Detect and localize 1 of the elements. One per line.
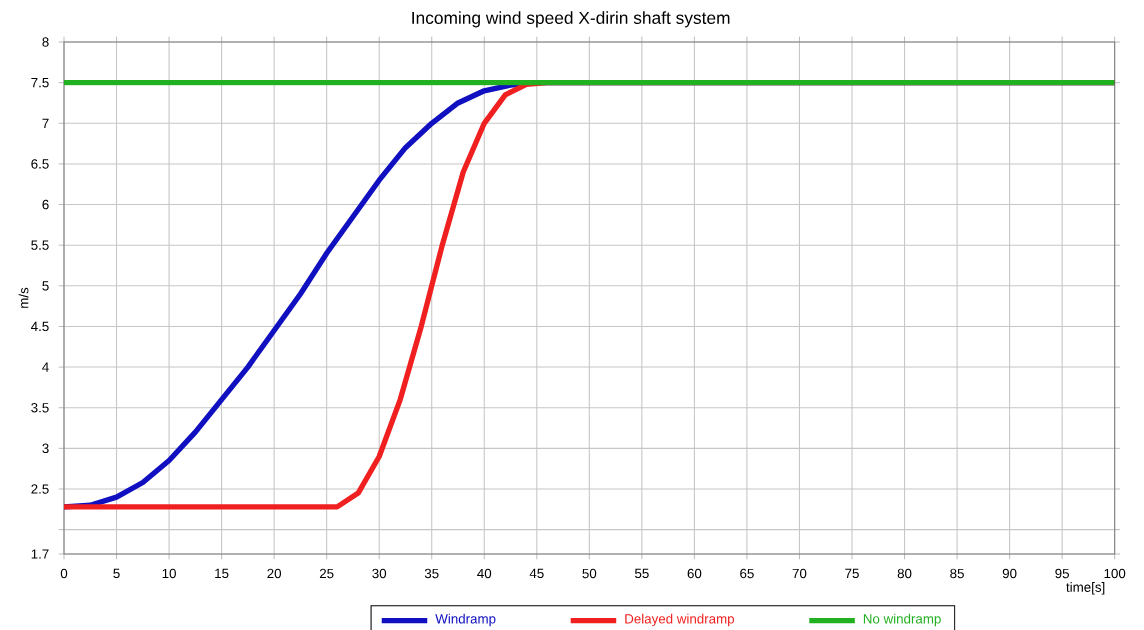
chart-title: Incoming wind speed X-dirin shaft system	[412, 11, 730, 28]
